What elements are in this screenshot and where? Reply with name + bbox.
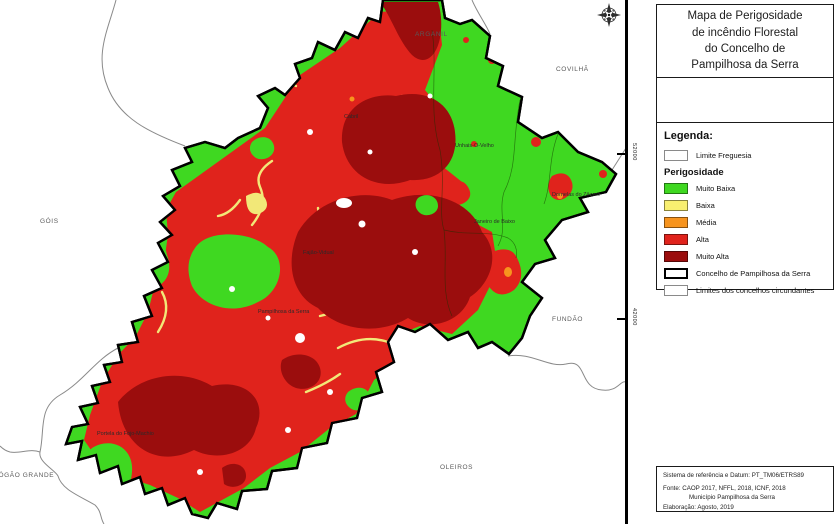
- muito-baixa-swatch: [664, 183, 688, 194]
- legend-box: Legenda: Limite Freguesia Perigosidade M…: [656, 122, 834, 296]
- legend-item-label: Média: [696, 218, 717, 227]
- legend-item-label: Limite Freguesia: [696, 151, 752, 160]
- map-title-line: de incêndio Florestal: [691, 26, 799, 39]
- datum-line: Sistema de referência e Datum: PT_TM06/E…: [663, 472, 804, 479]
- label-unhais-o-velho: Unhais-O-Velho: [455, 143, 494, 149]
- legend-item-concelho: Concelho de Pampilhosa da Serra: [664, 265, 833, 282]
- media-swatch: [664, 217, 688, 228]
- grid-label-south: 42000: [631, 308, 637, 326]
- legend-section-heading: Perigosidade: [664, 166, 724, 178]
- label-arganil: ARGANIL: [415, 31, 448, 38]
- legend-item-label: Baixa: [696, 201, 715, 210]
- label-gois: GÓIS: [40, 218, 59, 225]
- map-title-line: Pampilhosa da Serra: [691, 59, 799, 72]
- legend-item-label: Muito Baixa: [696, 184, 736, 193]
- legend-item-label: Muito Alta: [696, 252, 729, 261]
- grid-tick-north: [617, 153, 626, 155]
- map-title-line: Mapa de Perigosidade: [687, 10, 803, 23]
- muito-alta-swatch: [664, 251, 688, 262]
- legend-item-alta: Alta: [664, 231, 833, 248]
- compass-rose-icon: [597, 3, 621, 27]
- label-fundao: FUNDÃO: [552, 316, 584, 323]
- label-dornelas-do-zezere: Dornelas do Zêzere: [552, 192, 601, 198]
- legend-item-label: Limites dos concelhos circundantes: [696, 286, 815, 295]
- label-portela-do-fojo: Portela do Fojo-Machio: [97, 431, 154, 437]
- label-fajao-vidual: Fajão-Vidual: [303, 250, 334, 256]
- label-covilha: COVILHÃ: [556, 66, 589, 73]
- panel-spacer-box: [656, 77, 834, 123]
- grid-label-north: 52000: [631, 143, 637, 161]
- hazard-classes-paint: [81, 2, 607, 512]
- label-pampilhosa-da-serra: Pampilhosa da Serra: [258, 309, 310, 315]
- neighbor-boundaries: [0, 0, 627, 524]
- limite-freguesia-swatch: [664, 150, 688, 161]
- baixa-swatch: [664, 200, 688, 211]
- municipio-line: Município Pampilhosa da Serra: [689, 494, 775, 502]
- concelho-outline: [64, 0, 618, 520]
- alta-swatch: [664, 234, 688, 245]
- hazard-map: [0, 0, 627, 524]
- legend-item-muito-baixa: Muito Baixa: [664, 180, 833, 197]
- source-line: Fonte: CAOP 2017, NFFL, 2018, ICNF, 2018: [663, 484, 786, 492]
- label-oleiros: OLEIROS: [440, 464, 474, 471]
- legend-heading: Legenda:: [664, 130, 713, 142]
- map-title-box: Mapa de Perigosidade de incêndio Florest…: [656, 4, 834, 78]
- map-canvas: ARGANIL COVILHÃ GÓIS FUNDÃO OLEIROS PEDR…: [0, 0, 627, 524]
- legend-item-circundantes: Limites dos concelhos circundantes: [664, 282, 833, 299]
- legend-item-baixa: Baixa: [664, 197, 833, 214]
- map-frame-line: [625, 0, 628, 524]
- grid-tick-south: [617, 318, 626, 320]
- concelho-swatch: [664, 268, 688, 279]
- freguesia-boundaries: [431, 29, 559, 317]
- circundantes-swatch: [664, 285, 688, 296]
- attribution-box: Sistema de referência e Datum: PT_TM06/E…: [656, 466, 834, 512]
- legend-item-media: Média: [664, 214, 833, 231]
- legend-item-muito-alta: Muito Alta: [664, 248, 833, 265]
- legend-item-limite-freguesia: Limite Freguesia: [664, 147, 833, 164]
- label-janeiro-de-baixo: Janeiro de Baixo: [474, 219, 515, 225]
- legend-item-label: Alta: [696, 235, 709, 244]
- legend-item-label: Concelho de Pampilhosa da Serra: [696, 269, 811, 278]
- label-cabril: Cabril: [344, 114, 359, 120]
- label-pedrogao-grande: PEDRÓGÃO GRANDE: [0, 472, 55, 479]
- map-title-line: do Concelho de: [704, 43, 786, 55]
- elaboracao-line: Elaboração: Agosto, 2019: [663, 503, 734, 511]
